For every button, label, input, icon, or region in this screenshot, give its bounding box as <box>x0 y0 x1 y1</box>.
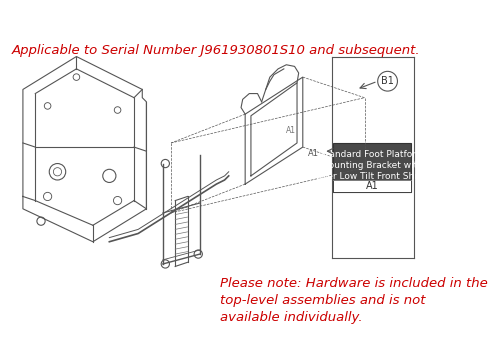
Text: A1: A1 <box>286 126 296 135</box>
FancyBboxPatch shape <box>333 180 411 192</box>
Circle shape <box>50 163 66 180</box>
Text: Please note: Hardware is included in the
top-level assemblies and is not
availab: Please note: Hardware is included in the… <box>220 277 488 324</box>
Circle shape <box>161 159 170 168</box>
Text: Standard Foot Platform
Mounting Bracket with
Super Low Tilt Front Shroud: Standard Foot Platform Mounting Bracket … <box>310 149 434 181</box>
Text: A1: A1 <box>366 181 378 191</box>
Circle shape <box>44 103 51 109</box>
Text: B1: B1 <box>381 76 394 86</box>
Text: Applicable to Serial Number J961930801S10 and subsequent.: Applicable to Serial Number J961930801S1… <box>12 44 420 57</box>
Circle shape <box>37 217 45 225</box>
Circle shape <box>194 250 202 258</box>
Circle shape <box>161 260 170 268</box>
Circle shape <box>44 192 52 201</box>
FancyBboxPatch shape <box>333 143 411 192</box>
Circle shape <box>73 74 80 80</box>
Circle shape <box>114 197 122 205</box>
Circle shape <box>103 169 116 183</box>
Circle shape <box>378 71 398 91</box>
Text: A1: A1 <box>308 149 320 158</box>
Circle shape <box>114 107 121 113</box>
